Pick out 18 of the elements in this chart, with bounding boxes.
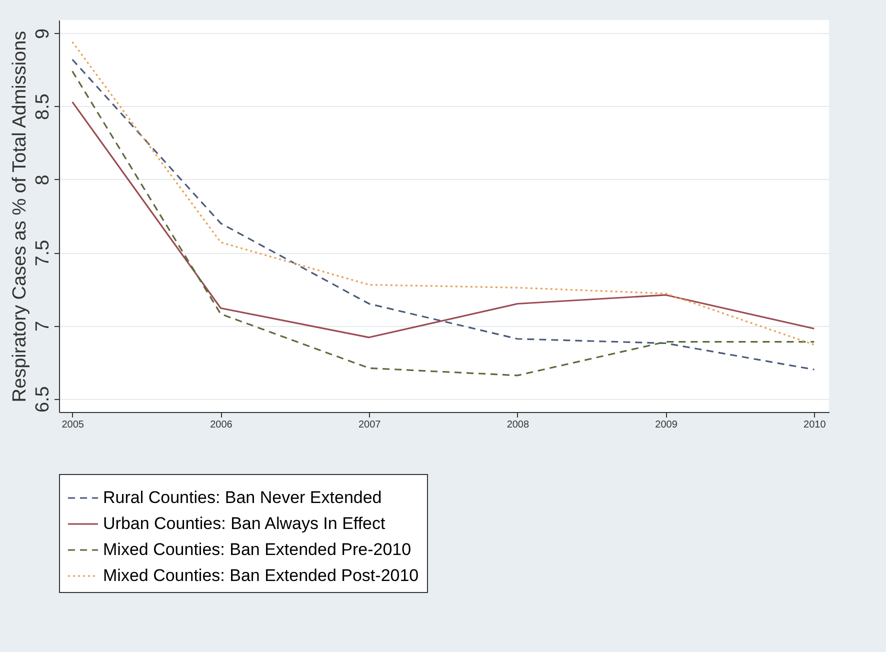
- y-tick-label: 8: [32, 174, 54, 186]
- x-tick-label: 2006: [210, 420, 233, 430]
- y-tick-label: 7: [32, 320, 54, 332]
- y-tick-label: 8.5: [32, 94, 54, 120]
- x-tick-label: 2009: [655, 420, 678, 430]
- x-tick-label: 2005: [62, 420, 84, 430]
- x-tick-label: 2010: [804, 420, 826, 430]
- legend-label: Mixed Counties: Ban Extended Pre-2010: [103, 540, 412, 559]
- legend-label: Urban Counties: Ban Always In Effect: [103, 514, 386, 533]
- y-axis-title: Respiratory Cases as % of Total Admissions: [10, 30, 30, 402]
- x-tick-label: 2007: [358, 420, 382, 430]
- x-tick-label: 2008: [506, 420, 530, 430]
- y-tick-label: 7.5: [32, 240, 54, 266]
- legend-label: Rural Counties: Ban Never Extended: [103, 488, 382, 507]
- legend-label: Mixed Counties: Ban Extended Post-2010: [103, 566, 419, 585]
- y-tick-label: 9: [32, 28, 54, 39]
- line-series: [72, 101, 815, 338]
- y-tick-label: 6.5: [32, 386, 54, 413]
